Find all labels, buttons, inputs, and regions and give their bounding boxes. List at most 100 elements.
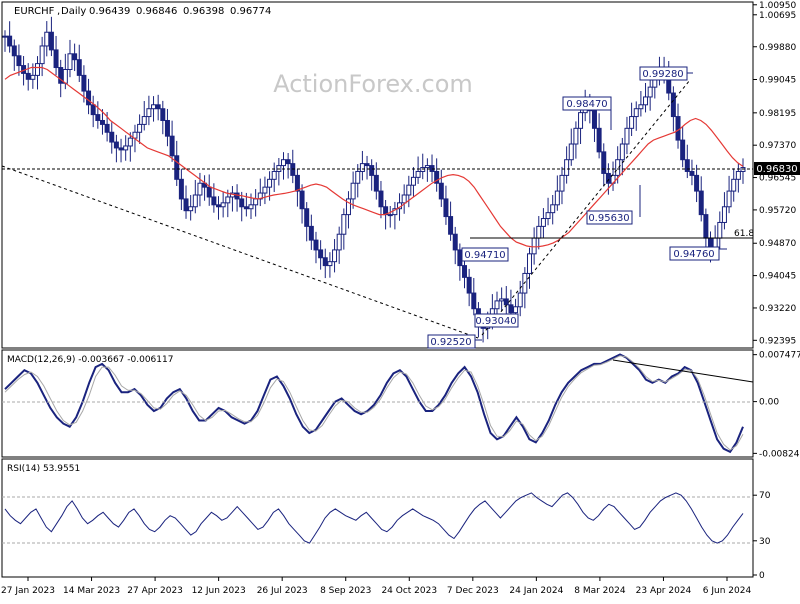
price-annotations: 0.99280 0.98470 0.95630 0.94760 0.94710 … <box>1 66 754 349</box>
candle-body <box>44 31 50 47</box>
candle-body <box>58 67 64 84</box>
label-box-92520 <box>427 334 476 349</box>
candle-body <box>109 131 115 143</box>
candle-body <box>591 110 597 129</box>
candle-body <box>90 104 96 116</box>
candle-body <box>540 218 546 227</box>
candle-body <box>188 206 194 212</box>
candle-body <box>192 194 198 208</box>
candle-body <box>526 253 532 274</box>
candle-body <box>304 208 310 227</box>
candle-body <box>243 206 249 210</box>
candle-body <box>740 167 746 172</box>
label-box-98470 <box>562 96 612 111</box>
candle-body <box>290 163 296 176</box>
candle-body <box>253 198 259 206</box>
candle-body <box>387 214 393 217</box>
candle-body <box>174 155 180 180</box>
candle-body <box>675 116 681 141</box>
candle-body <box>517 292 523 308</box>
x-tick-label: 6 Jun 2024 <box>703 586 752 596</box>
macd-signal-line <box>4 355 744 451</box>
candle-body <box>410 176 416 186</box>
candle-body <box>155 104 161 110</box>
candle-body <box>373 174 379 192</box>
timeframe-label: Daily <box>61 6 86 17</box>
price-tick-label: 0.94045 <box>759 272 796 282</box>
candle-body <box>434 170 440 184</box>
candle-body <box>424 165 430 169</box>
price-tick-label: 0.98195 <box>759 109 796 119</box>
label-box-99280 <box>639 66 688 81</box>
candle-body <box>285 159 291 165</box>
macd-tick-label: 0.00 <box>759 398 779 408</box>
candle-body <box>647 86 653 98</box>
label-94760: 0.94760 <box>673 249 714 260</box>
price-header: EURCHF , Daily 0.96439 0.96846 0.96398 0… <box>14 6 271 17</box>
label-95630: 0.95630 <box>588 213 629 224</box>
sma-line <box>4 66 744 248</box>
candle-body <box>550 204 556 214</box>
candle-body <box>99 119 105 125</box>
candle-body <box>280 159 286 167</box>
candle-body <box>717 221 723 239</box>
candle-body <box>471 292 477 310</box>
candle-body <box>211 196 217 206</box>
candle-body <box>721 206 727 223</box>
label-box-93040 <box>474 313 519 328</box>
label-box-94760 <box>669 246 720 261</box>
candle-body <box>197 182 203 196</box>
candle-body <box>452 233 458 251</box>
candle-body <box>708 237 714 249</box>
candle-body <box>726 190 732 208</box>
candle-body <box>164 119 170 137</box>
rsi-tick-label: 30 <box>759 537 771 547</box>
candle-body <box>345 198 351 216</box>
candle-body <box>415 170 421 178</box>
candle-body <box>294 174 300 192</box>
current-price-tag: 0.96830 <box>754 162 800 175</box>
candle-body <box>95 114 101 121</box>
candle-body <box>568 143 574 161</box>
candle-body <box>359 163 365 172</box>
rsi-title: RSI(14) 53.9551 <box>7 464 80 474</box>
x-axis: 27 Jan 2023 14 Mar 2023 27 Apr 2023 12 Jun … <box>1 577 751 596</box>
candle-body <box>578 112 584 129</box>
macd-layer <box>4 353 744 454</box>
candle-body <box>731 178 737 192</box>
x-tick-label: 26 Jul 2023 <box>257 586 308 596</box>
macd-tick-label: -0.00824 <box>759 449 800 459</box>
candle-body <box>629 116 635 129</box>
macd-line <box>4 353 744 454</box>
candle-body <box>508 304 514 314</box>
label-box-95630 <box>586 210 633 225</box>
candle-body <box>127 137 133 147</box>
x-tick-label: 24 Oct 2023 <box>381 586 437 596</box>
candle-body <box>81 74 87 92</box>
ohlc-low: 0.96398 <box>183 6 224 17</box>
candle-body <box>39 45 45 65</box>
candle-body <box>169 135 175 157</box>
price-tick-label: 0.92395 <box>759 336 796 346</box>
candle-body <box>494 300 500 310</box>
candle-body <box>313 239 319 251</box>
macd-axis: 0.007477 0.00 -0.00824 <box>753 351 800 459</box>
candle-body <box>364 163 370 167</box>
candle-body <box>605 172 611 184</box>
candle-body <box>633 108 639 118</box>
candle-body <box>712 237 718 249</box>
candle-body <box>16 55 22 67</box>
x-tick-label: 24 Jan 2024 <box>509 586 563 596</box>
candle-body <box>206 186 212 198</box>
candle-body <box>76 59 82 76</box>
macd-trendline <box>612 359 754 383</box>
candle-body <box>48 31 54 51</box>
symbol-label: EURCHF <box>14 6 55 17</box>
label-94710: 0.94710 <box>464 250 505 261</box>
candle-body <box>322 257 328 267</box>
candle-body <box>141 116 147 125</box>
candle-body <box>332 249 338 263</box>
rsi-layer <box>4 492 744 544</box>
